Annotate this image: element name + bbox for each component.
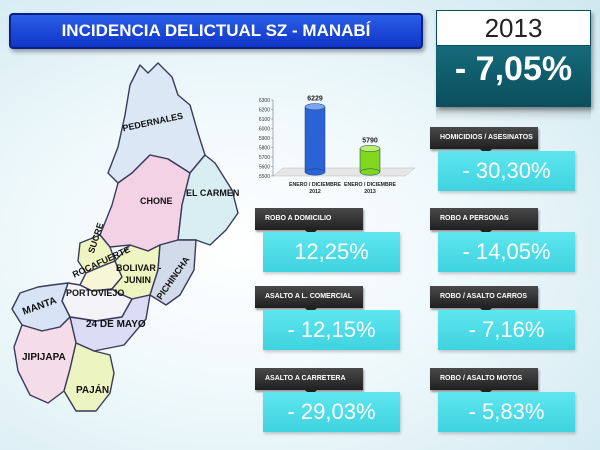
chart-floor bbox=[272, 167, 416, 177]
map-label-24-de-mayo: 24 DE MAYO bbox=[86, 319, 146, 330]
stat-value: - 5,83% bbox=[438, 392, 575, 432]
stat-robo-personas: ROBO A PERSONAS - 14,05% bbox=[430, 208, 575, 286]
map-label-chone: CHONE bbox=[140, 196, 173, 206]
stat-label: ROBO A DOMICILIO bbox=[255, 208, 363, 230]
bar bbox=[304, 106, 326, 173]
map-label-bolivar: BOLIVAR - bbox=[116, 263, 162, 273]
y-tick-label: 5800 bbox=[259, 145, 270, 151]
map-label-pajan: PAJÁN bbox=[76, 385, 110, 396]
stat-label: ASALTO A CARRETERA bbox=[255, 368, 363, 390]
stat-value: - 30,30% bbox=[438, 151, 575, 191]
stat-value: 12,25% bbox=[263, 232, 400, 272]
stat-asalto-carros: ROBO / ASALTO CARROS - 7,16% bbox=[430, 286, 575, 364]
category-label: 2012 bbox=[309, 189, 321, 195]
map-region-pichincha bbox=[149, 239, 197, 306]
stat-value: - 12,15% bbox=[263, 310, 400, 350]
year-label: 2013 bbox=[436, 10, 591, 46]
stat-asalto-motos: ROBO / ASALTO MOTOS - 5,83% bbox=[430, 368, 575, 446]
stat-value: - 29,03% bbox=[263, 392, 400, 432]
manabi-map: PEDERNALES CHONE EL CARMEN SUCRE ROCAFUE… bbox=[0, 55, 245, 445]
y-tick-label: 6100 bbox=[259, 117, 270, 123]
stat-label: ROBO / ASALTO CARROS bbox=[430, 286, 538, 308]
stat-value: - 14,05% bbox=[438, 232, 575, 272]
y-tick-label: 5500 bbox=[259, 174, 270, 180]
category-label: ENERO / DICIEMBRE bbox=[289, 182, 341, 188]
map-region-el-carmen bbox=[177, 154, 239, 246]
stat-value: - 7,16% bbox=[438, 310, 575, 350]
stat-label: ASALTO A L. COMERCIAL bbox=[255, 286, 363, 308]
map-label-jipijapa: JIPIJAPA bbox=[22, 352, 66, 363]
map-label-junin: JUNIN bbox=[124, 275, 152, 285]
overall-change: - 7,05% bbox=[454, 50, 573, 88]
data-label: 6229 bbox=[307, 96, 323, 103]
map-label-el-carmen: EL CARMEN bbox=[186, 188, 240, 198]
map-label-portoviejo: PORTOVIEJO bbox=[66, 288, 125, 298]
stat-label: ROBO / ASALTO MOTOS bbox=[430, 368, 538, 390]
incidence-bar-chart: 6300 6200 6100 6000 5900 5800 5700 5600 5500 6229… bbox=[259, 96, 416, 195]
bar bbox=[359, 148, 381, 173]
bar-base bbox=[359, 168, 381, 176]
y-tick-label: 5700 bbox=[259, 155, 270, 161]
y-tick-label: 6000 bbox=[259, 126, 270, 132]
bar-base bbox=[304, 168, 326, 176]
bar-top bbox=[359, 145, 381, 152]
category-label: 2013 bbox=[364, 189, 376, 195]
map-region-pajan bbox=[63, 342, 115, 412]
stat-asalto-carretera: ASALTO A CARRETERA - 29,03% bbox=[255, 368, 400, 446]
stat-label: HOMICIDIOS / ASESINATOS bbox=[430, 127, 538, 149]
y-tick-label: 6200 bbox=[259, 107, 270, 113]
page-title: INCIDENCIA DELICTUAL SZ - MANABÍ bbox=[9, 13, 423, 49]
category-label: ENERO / DICIEMBRE bbox=[344, 182, 396, 188]
stat-asalto-comercial: ASALTO A L. COMERCIAL - 12,15% bbox=[255, 286, 400, 364]
bar-top bbox=[304, 103, 326, 111]
y-tick-label: 5900 bbox=[259, 136, 270, 142]
y-tick-label: 6300 bbox=[259, 98, 270, 104]
stat-homicidios: HOMICIDIOS / ASESINATOS - 30,30% bbox=[430, 127, 575, 205]
stat-label: ROBO A PERSONAS bbox=[430, 208, 538, 230]
data-label: 5790 bbox=[362, 137, 378, 144]
stat-robo-domicilio: ROBO A DOMICILIO 12,25% bbox=[255, 208, 400, 286]
y-tick-label: 5600 bbox=[259, 164, 270, 170]
